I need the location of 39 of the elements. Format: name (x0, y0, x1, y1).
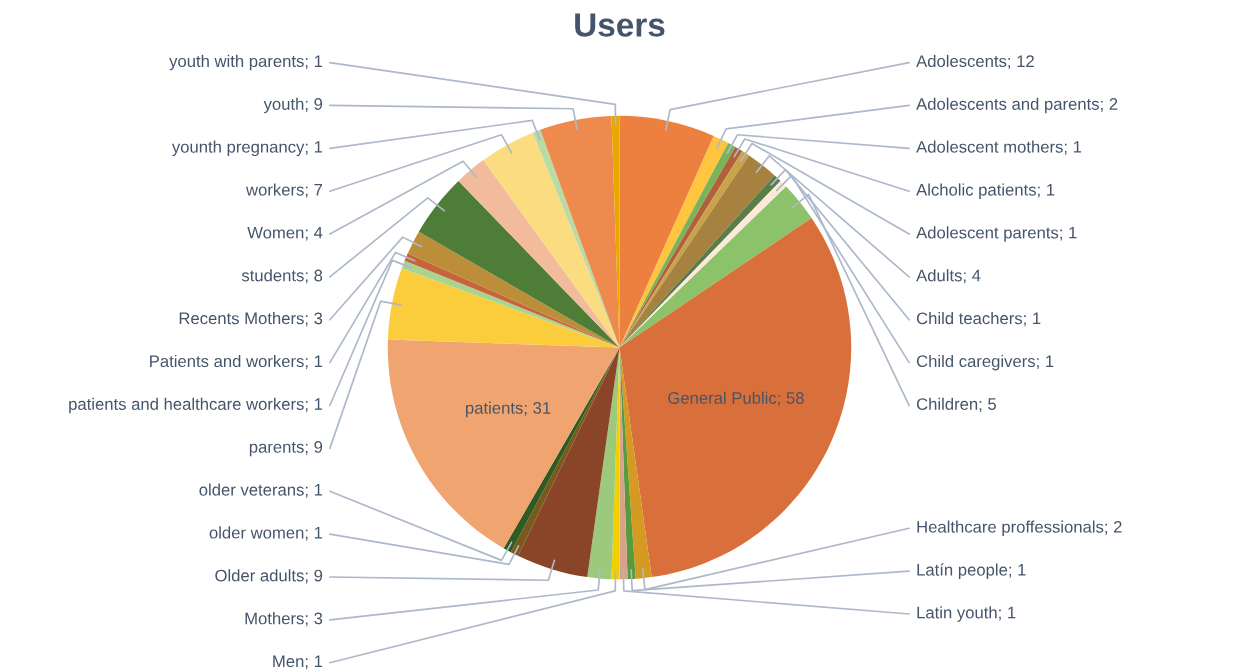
pie-slice (483, 132, 620, 348)
pie-slice (387, 339, 620, 549)
chart-title: Users (575, 13, 665, 37)
slice-label: youth with parents; 1 (169, 54, 323, 71)
slice-label: Adolescent parents; 1 (916, 226, 1077, 242)
slice-label: Patients and workers; 1 (150, 354, 323, 370)
slice-label: Mothers; 3 (245, 612, 323, 627)
pie-slice (407, 231, 620, 348)
slice-label: patients and healthcare workers; 1 (69, 397, 323, 414)
pie-slice (611, 115, 620, 348)
slice-label: Child teachers; 1 (916, 312, 1041, 327)
slice-label: Recents Mothers; 3 (179, 312, 323, 327)
slice-label: Latín people; 1 (917, 563, 1026, 580)
slice-label: Alcholic patients; 1 (916, 183, 1055, 199)
slice-label: parents; 9 (249, 441, 323, 457)
slice-label: Child caregivers; 1 (916, 354, 1054, 371)
slice-label: students; 8 (241, 269, 323, 284)
pie-slice (458, 160, 620, 348)
pie-slice (619, 115, 714, 348)
pie-slice (619, 186, 812, 348)
slice-label: General Public; 58 (668, 391, 804, 406)
slice-label: Women; 4 (247, 226, 323, 241)
pie-slice (619, 218, 852, 578)
pie-slice (418, 180, 620, 348)
slice-label: Latin youth; 1 (917, 606, 1016, 622)
slice-label: Adolescent mothers; 1 (916, 140, 1082, 155)
slice-label: Older adults; 9 (215, 569, 323, 584)
slice-label: older veterans; 1 (199, 483, 323, 498)
slice-label: Adolescents and parents; 2 (916, 97, 1118, 114)
slice-label: older women; 1 (209, 526, 323, 541)
slice-label: youth; 9 (263, 97, 323, 114)
slice-label: patients; 31 (466, 401, 551, 418)
slice-label: younth pregnancy; 1 (171, 140, 323, 157)
slice-label: Children; 5 (916, 397, 997, 412)
slice-label: Healthcare proffessionals; 2 (917, 520, 1122, 537)
slice-label: Adolescents; 12 (916, 54, 1034, 70)
slice-label: workers; 7 (246, 183, 323, 198)
slice-label: Adults; 4 (916, 269, 981, 284)
slice-label: Men; 1 (273, 655, 323, 670)
